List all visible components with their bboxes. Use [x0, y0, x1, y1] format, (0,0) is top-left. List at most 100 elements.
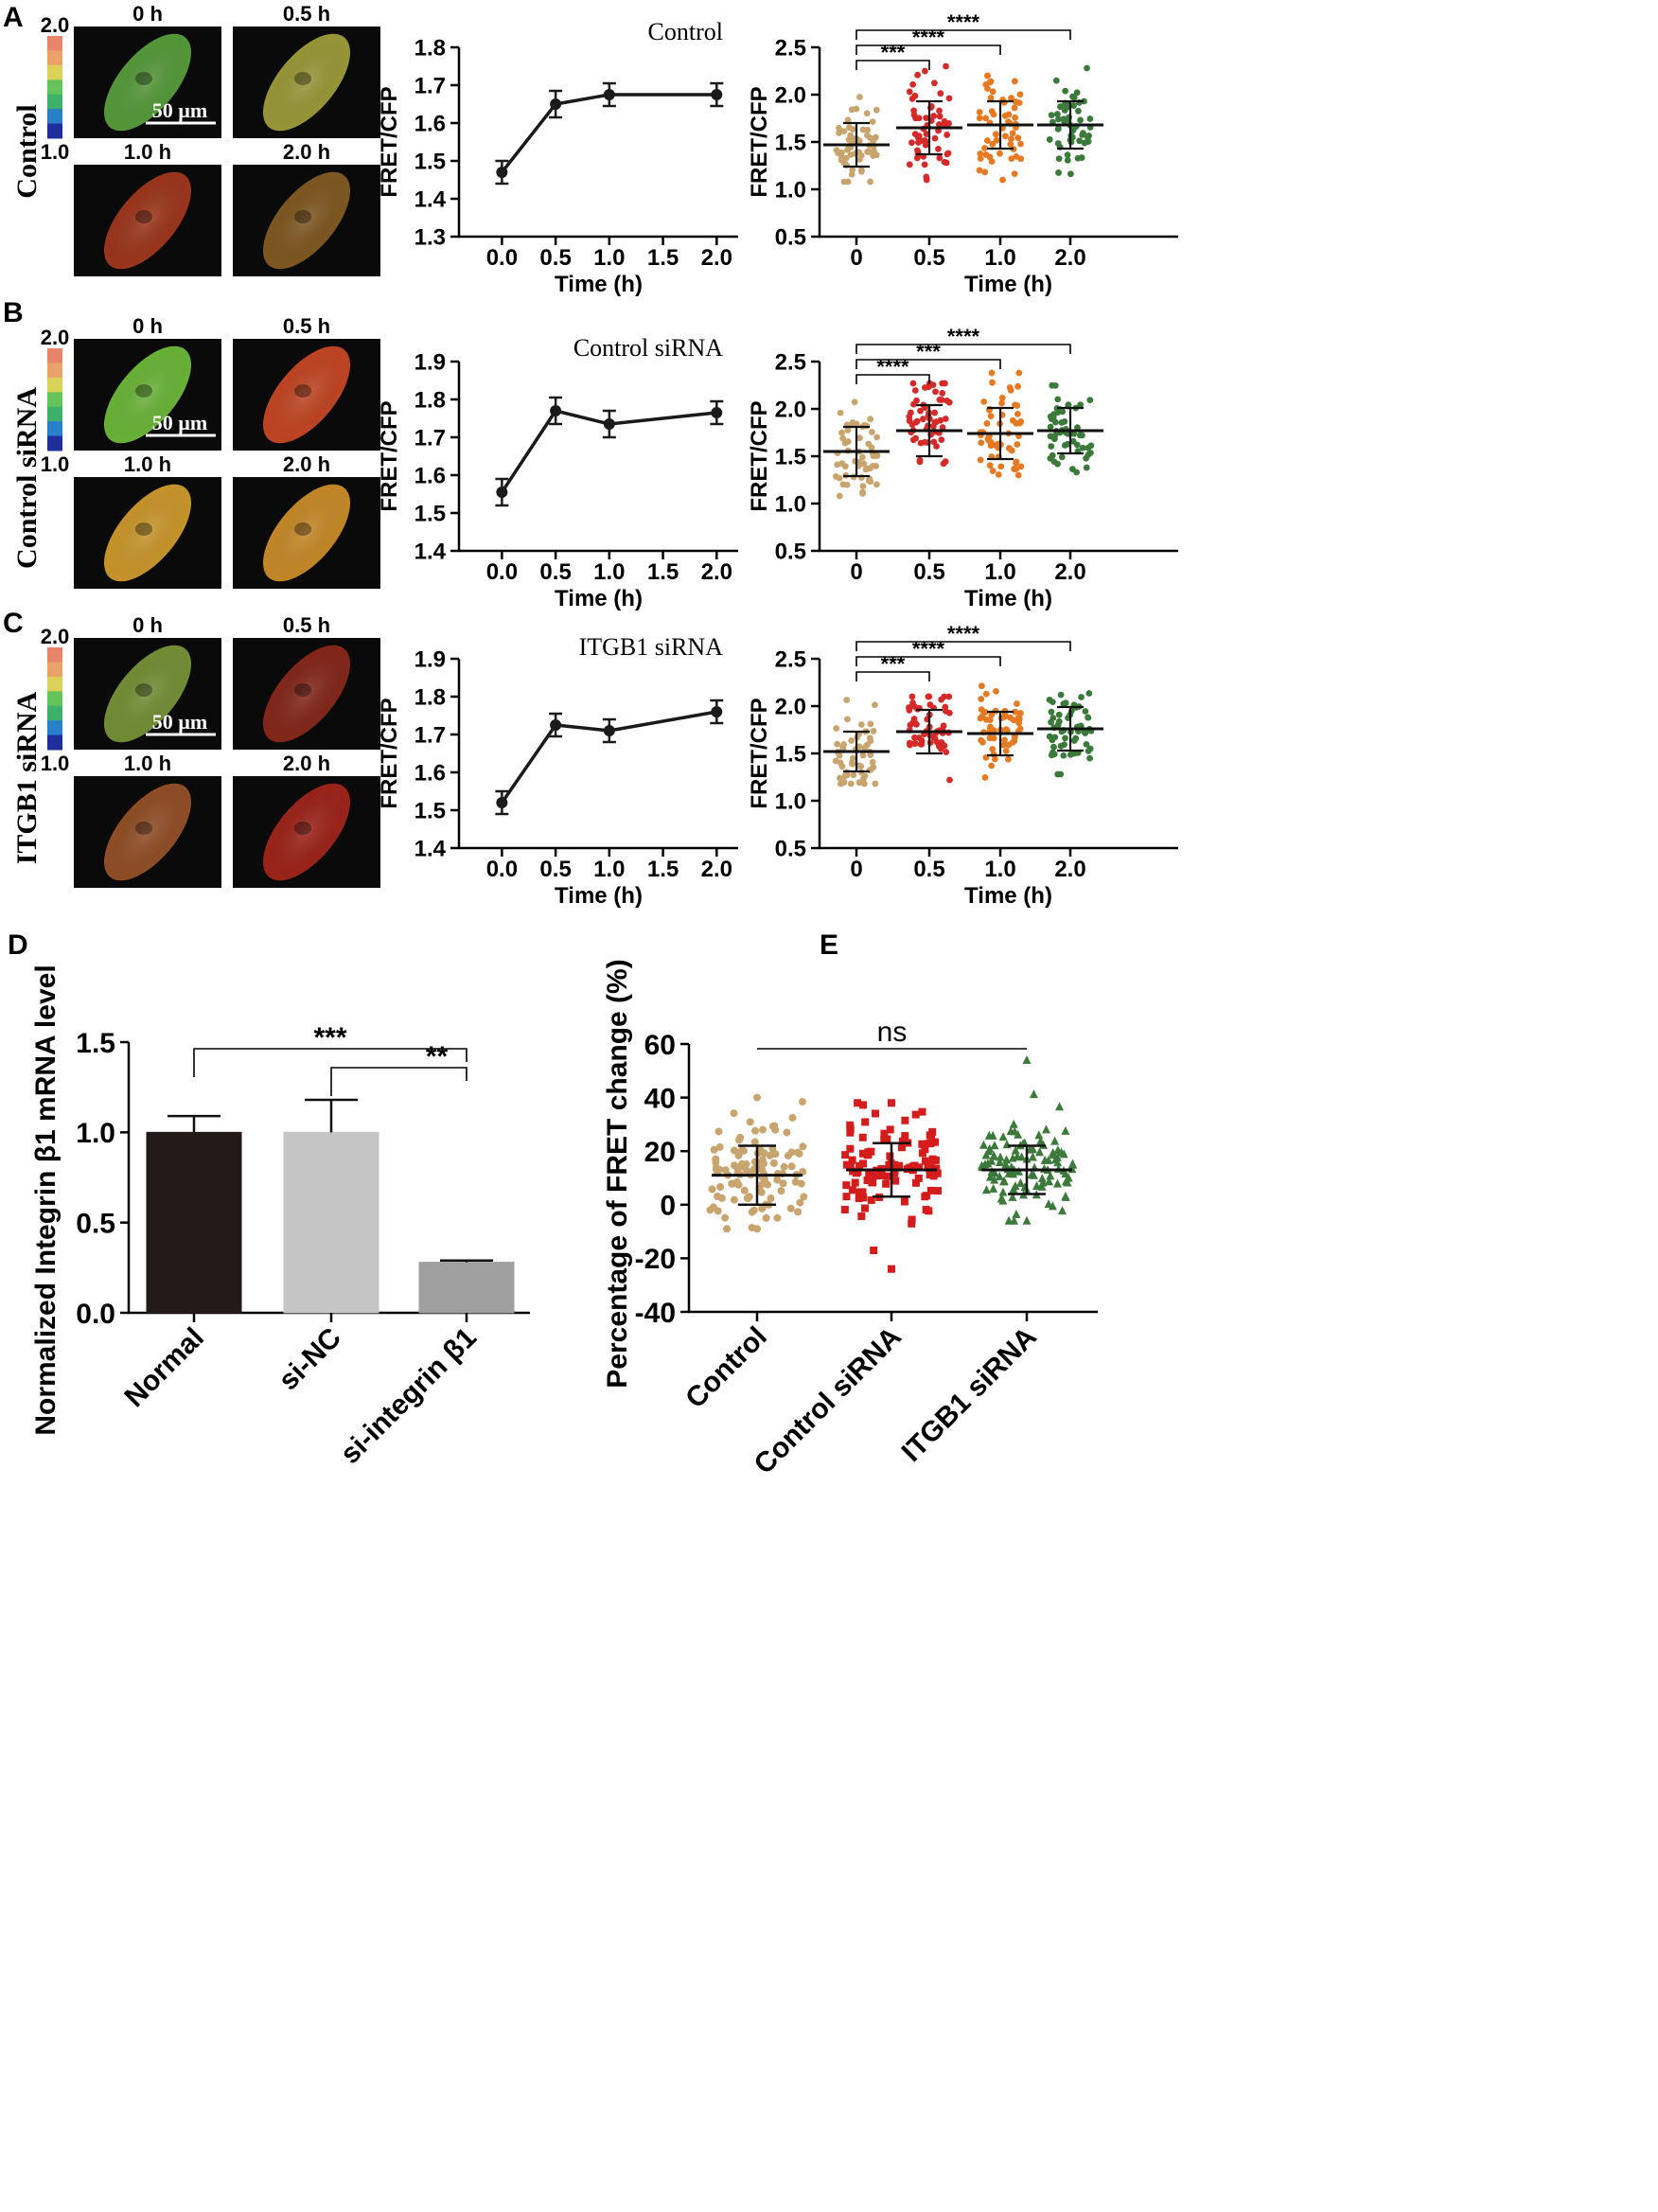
data-point — [712, 1155, 720, 1163]
data-point — [990, 1175, 999, 1184]
data-point — [981, 168, 989, 176]
data-point — [1010, 146, 1017, 152]
data-point — [935, 145, 942, 152]
data-point — [1014, 134, 1022, 142]
y-tick-label: 1.6 — [414, 761, 446, 787]
bracket-line — [855, 344, 1071, 354]
colorbar-segment — [47, 691, 62, 707]
data-point — [990, 727, 997, 734]
x-tick-label: 2.0 — [1054, 857, 1085, 882]
data-point — [867, 1195, 875, 1204]
data-point — [1083, 740, 1090, 748]
data-point — [921, 1145, 929, 1154]
data-point — [995, 1171, 1004, 1180]
data-point — [936, 107, 943, 115]
x-tick-label: 0.5 — [913, 857, 944, 882]
data-point — [861, 1204, 870, 1212]
data-point — [1044, 1199, 1053, 1209]
data-point — [1012, 114, 1019, 121]
data-point — [839, 481, 847, 488]
data-point — [1048, 443, 1055, 450]
data-point — [846, 1121, 855, 1129]
cell-nucleus — [294, 522, 311, 536]
y-tick-label: 1.9 — [414, 647, 446, 673]
data-point — [918, 1107, 926, 1116]
data-point — [861, 772, 869, 780]
data-point — [758, 1204, 767, 1212]
y-axis-label: FRET/CFP — [747, 86, 772, 197]
data-point — [909, 436, 917, 444]
x-tick-label: 2.0 — [1054, 559, 1085, 585]
data-point — [942, 458, 949, 466]
data-point — [923, 138, 930, 146]
data-point — [908, 139, 915, 147]
data-point — [1012, 401, 1018, 409]
line-chart-title: Control siRNA — [573, 334, 723, 362]
data-point — [977, 715, 984, 722]
data-point — [840, 1206, 849, 1214]
data-point — [911, 734, 918, 741]
bracket-line — [855, 359, 1001, 369]
data-point — [834, 740, 841, 748]
significance-bracket: **** — [855, 325, 1071, 354]
data-point — [863, 1176, 872, 1184]
bracket-line — [855, 656, 1001, 666]
data-point — [1010, 1126, 1019, 1136]
data-point — [1087, 450, 1094, 456]
data-point — [1052, 1178, 1062, 1188]
data-point — [1056, 1147, 1066, 1157]
data-point — [982, 115, 989, 122]
data-point — [773, 1176, 782, 1184]
data-point — [848, 1186, 856, 1194]
data-point — [858, 1188, 867, 1196]
data-point — [797, 1179, 805, 1188]
data-point — [936, 396, 944, 403]
data-point — [863, 110, 871, 117]
data-point — [1061, 1177, 1070, 1186]
data-point — [1050, 1136, 1060, 1145]
data-point — [853, 105, 860, 113]
x-axis-label: Time (h) — [555, 586, 643, 611]
data-point — [998, 395, 1006, 401]
cell-highlight — [103, 171, 192, 270]
x-tick-label: Control — [679, 1321, 773, 1415]
data-point — [925, 1207, 933, 1215]
data-point — [1010, 1215, 1019, 1225]
data-point — [859, 1194, 868, 1202]
data-point — [943, 749, 950, 755]
y-tick-label: 0.0 — [76, 1299, 115, 1330]
data-point — [859, 483, 867, 490]
data-point — [1061, 1191, 1070, 1200]
data-point — [496, 487, 508, 498]
data-point — [858, 1133, 867, 1141]
colorbar-segment — [47, 734, 62, 751]
data-point — [943, 62, 949, 70]
data-point — [929, 1138, 938, 1146]
data-point — [1005, 445, 1013, 451]
data-point — [1014, 382, 1021, 390]
colorbar-segment — [47, 50, 62, 66]
data-point — [941, 117, 948, 125]
cell-nucleus — [294, 384, 311, 398]
data-point — [844, 116, 852, 124]
y-tick-label: -40 — [635, 1298, 676, 1329]
data-point — [865, 1169, 873, 1177]
bar — [283, 1131, 379, 1314]
data-point — [1058, 453, 1066, 461]
data-point — [979, 1140, 988, 1149]
bracket-line — [855, 641, 1071, 651]
data-point — [985, 1143, 995, 1153]
data-point — [1008, 155, 1015, 163]
scale-bar-label: 50 µm — [152, 411, 208, 434]
data-point — [1005, 755, 1012, 763]
data-point — [737, 1159, 746, 1168]
data-point — [908, 693, 916, 700]
x-tick-label: 0.0 — [486, 559, 518, 585]
data-point — [1003, 727, 1011, 734]
data-point — [1045, 1177, 1054, 1186]
data-point — [842, 1181, 851, 1190]
x-tick-label: 2.0 — [1054, 245, 1085, 271]
data-point — [844, 427, 852, 434]
data-point — [1061, 1125, 1070, 1135]
